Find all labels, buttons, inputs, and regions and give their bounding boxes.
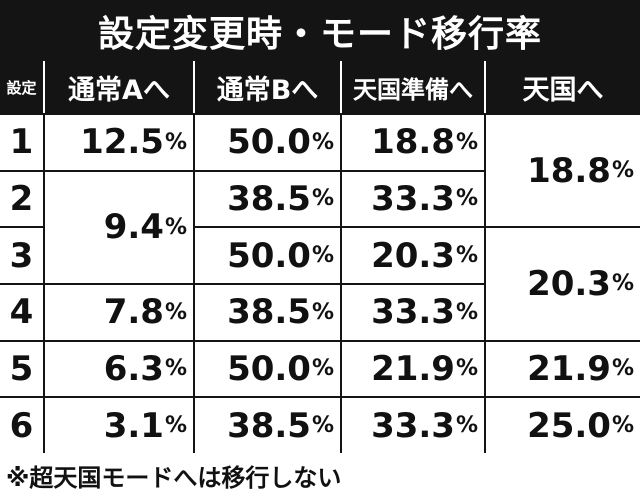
normal-b-setting-1: 50.0% (193, 113, 340, 170)
normal-b-setting-4: 38.5% (193, 282, 340, 340)
pre-heaven-setting-2: 33.3% (340, 169, 484, 227)
pre-heaven-setting-5: 21.9% (340, 339, 484, 397)
mode-transition-table: 設定 通常Aへ 通常Bへ 天国準備へ 天国へ 1 2 3 4 5 6 12.5%… (0, 61, 640, 453)
normal-b-setting-2: 38.5% (193, 169, 340, 227)
header-heaven: 天国へ (484, 61, 640, 113)
pre-heaven-setting-1: 18.8% (340, 113, 484, 170)
header-normal-b: 通常Bへ (193, 61, 340, 113)
normal-a-setting-1: 12.5% (43, 113, 193, 170)
normal-a-setting-5: 6.3% (43, 339, 193, 397)
setting-6-label: 6 (0, 396, 43, 453)
setting-1-label: 1 (0, 113, 43, 170)
header-pre-heaven: 天国準備へ (340, 61, 484, 113)
pre-heaven-setting-4: 33.3% (340, 282, 484, 340)
header-setting: 設定 (0, 61, 43, 113)
heaven-setting-6: 25.0% (484, 396, 640, 453)
normal-b-setting-5: 50.0% (193, 339, 340, 397)
pre-heaven-setting-6: 33.3% (340, 396, 484, 453)
header-normal-a: 通常Aへ (43, 61, 193, 113)
normal-b-setting-3: 50.0% (193, 226, 340, 283)
heaven-setting-3-4: 20.3% (484, 226, 640, 340)
page-title: 設定変更時・モード移行率 (0, 0, 640, 61)
normal-a-setting-2-3: 9.4% (43, 169, 193, 283)
normal-a-setting-6: 3.1% (43, 396, 193, 453)
normal-a-setting-4: 7.8% (43, 282, 193, 340)
pre-heaven-setting-3: 20.3% (340, 226, 484, 283)
normal-b-setting-6: 38.5% (193, 396, 340, 453)
heaven-setting-5: 21.9% (484, 339, 640, 397)
setting-2-label: 2 (0, 169, 43, 227)
heaven-setting-1-2: 18.8% (484, 113, 640, 227)
setting-5-label: 5 (0, 339, 43, 397)
setting-3-label: 3 (0, 226, 43, 283)
footer-note: ※超天国モードへは移行しない (6, 463, 342, 492)
setting-4-label: 4 (0, 282, 43, 340)
